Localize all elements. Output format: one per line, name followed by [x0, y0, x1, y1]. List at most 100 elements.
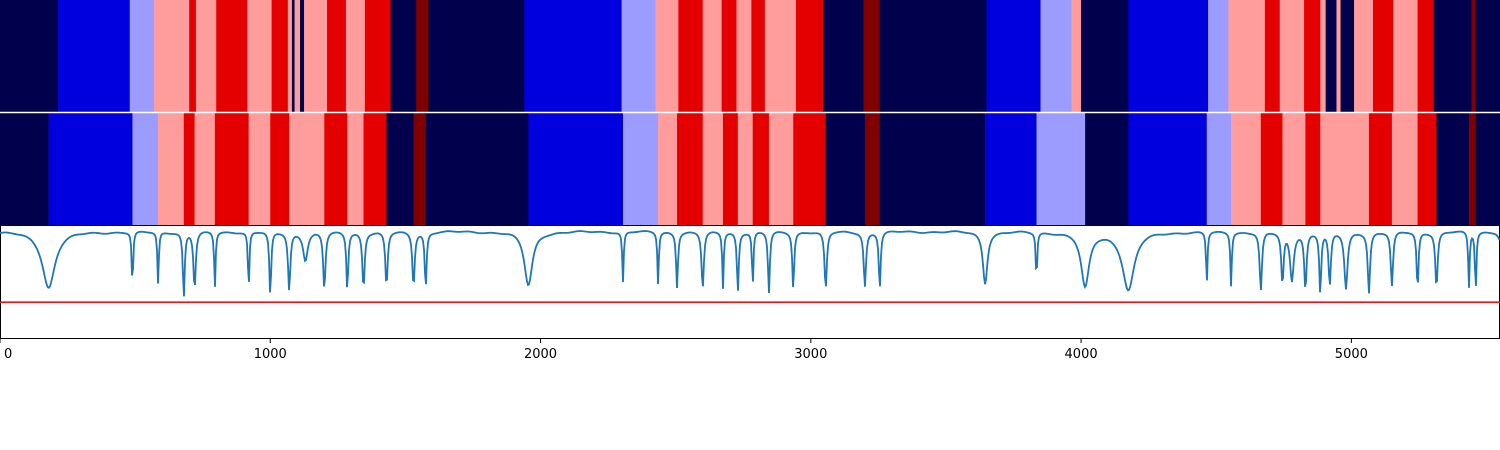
heatmap-cell-r1-33: [1206, 112, 1232, 225]
heatmap-cell-r0-1: [58, 0, 131, 113]
heatmap-cell-r0-31: [863, 0, 881, 113]
heatmap-cell-r1-27: [864, 112, 881, 225]
heatmap-cell-r0-37: [1128, 0, 1209, 113]
heatmap-cell-r1-4: [183, 112, 195, 225]
x-tick-label-4000: 4000: [1065, 347, 1098, 362]
heatmap-cell-r0-9: [287, 0, 293, 113]
heatmap-cell-r0-46: [1340, 0, 1355, 113]
heatmap-cell-r0-22: [655, 0, 679, 113]
heatmap-cell-r1-38: [1320, 112, 1370, 225]
heatmap-cell-r0-34: [1040, 0, 1072, 113]
heatmap-cell-r0-18: [416, 0, 429, 113]
signal-line: [0, 230, 1500, 297]
heatmap-cell-r0-2: [129, 0, 155, 113]
heatmap-cell-r0-17: [390, 0, 417, 113]
heatmap-cell-r0-24: [702, 0, 722, 113]
x-tick-label-5000: 5000: [1335, 347, 1368, 362]
heatmap-cell-r1-14: [413, 112, 426, 225]
heatmap-cell-r1-32: [1128, 112, 1208, 225]
x-tick-label-3000: 3000: [794, 347, 827, 362]
heatmap-cell-r0-38: [1208, 0, 1229, 113]
heatmap-cell-r0-45: [1336, 0, 1341, 113]
heatmap-cell-r1-34: [1231, 112, 1262, 225]
heatmap-cell-r0-33: [986, 0, 1041, 113]
heatmap-cell-r1-25: [793, 112, 826, 225]
heatmap-cell-r0-36: [1081, 0, 1129, 113]
heatmap-cell-r1-24: [768, 112, 794, 225]
heatmap-cell-r0-5: [195, 0, 217, 113]
heatmap-cell-r0-14: [327, 0, 347, 113]
heatmap-cell-r1-9: [289, 112, 325, 225]
heatmap-cell-r1-36: [1282, 112, 1306, 225]
heatmap-cell-r0-30: [822, 0, 864, 113]
heatmap-cell-r0-39: [1228, 0, 1266, 113]
heatmap-cell-r0-0: [0, 0, 59, 113]
heatmap-cell-r1-16: [528, 112, 624, 225]
heatmap-cell-r1-41: [1417, 112, 1437, 225]
heatmap-cell-r0-48: [1372, 0, 1394, 113]
heatmap-cell-r1-1: [48, 112, 133, 225]
heatmap-cell-r1-40: [1391, 112, 1418, 225]
heatmap-cell-r1-11: [347, 112, 364, 225]
heatmap-cell-r1-35: [1260, 112, 1283, 225]
heatmap-cell-r1-29: [985, 112, 1037, 225]
heatmap-cell-r0-8: [271, 0, 289, 113]
heatmap-cell-r1-10: [324, 112, 348, 225]
heatmap-cell-r0-52: [1471, 0, 1476, 113]
heatmap-cell-r1-43: [1468, 112, 1476, 225]
heatmap-cell-r0-27: [751, 0, 766, 113]
heatmap-cell-r1-15: [425, 112, 529, 225]
heatmap-cell-r1-20: [702, 112, 724, 225]
heatmap-cell-r0-49: [1393, 0, 1418, 113]
heatmap-cell-r1-6: [214, 112, 249, 225]
heatmap-row-bottom: [0, 112, 1500, 225]
heatmap-cell-r1-26: [825, 112, 866, 225]
x-tick-label-1000: 1000: [254, 347, 287, 362]
heatmap-cell-r1-8: [270, 112, 290, 225]
heatmap-cell-r0-20: [524, 0, 622, 113]
heatmap-cell-r0-47: [1354, 0, 1374, 113]
heatmap-cell-r1-42: [1436, 112, 1470, 225]
heatmap-cell-r1-7: [248, 112, 271, 225]
heatmap-cell-r1-37: [1305, 112, 1321, 225]
heatmap-cell-r1-2: [132, 112, 159, 225]
heatmap-cell-r0-50: [1417, 0, 1435, 113]
heatmap-cell-r0-26: [736, 0, 752, 113]
heatmap-cell-r0-32: [879, 0, 987, 113]
heatmap-cell-r0-35: [1071, 0, 1082, 113]
heatmap-cell-r0-6: [216, 0, 248, 113]
heatmap-cell-r0-3: [154, 0, 190, 113]
heatmap-cell-r0-13: [304, 0, 328, 113]
heatmap-cell-r0-44: [1325, 0, 1337, 113]
heatmap-cell-r1-30: [1036, 112, 1086, 225]
heatmap-cell-r1-28: [879, 112, 986, 225]
heatmap-cell-r1-5: [194, 112, 216, 225]
heatmap-cell-r0-25: [721, 0, 737, 113]
heatmap-cell-r1-17: [622, 112, 659, 225]
heatmap-cell-r0-21: [621, 0, 656, 113]
heatmap-cell-r0-10: [291, 0, 295, 113]
x-tick-label-0: 0: [4, 347, 12, 362]
heatmap-cell-r1-0: [0, 112, 49, 225]
heatmap-cell-r1-31: [1085, 112, 1129, 225]
heatmap-cell-r1-3: [158, 112, 185, 225]
heatmap-cell-r0-23: [678, 0, 704, 113]
heatmap-cell-r1-44: [1475, 112, 1500, 225]
heatmap-cell-r1-18: [658, 112, 678, 225]
heatmap-cell-r0-4: [189, 0, 197, 113]
heatmap-cell-r0-40: [1264, 0, 1281, 113]
heatmap-cell-r0-28: [764, 0, 797, 113]
heatmap-cell-r0-29: [795, 0, 824, 113]
heatmap-cell-r0-53: [1475, 0, 1500, 113]
heatmap-cell-r1-13: [386, 112, 414, 225]
heatmap-cell-r0-42: [1304, 0, 1321, 113]
heatmap-cell-r0-15: [345, 0, 366, 113]
heatmap-cell-r1-21: [722, 112, 739, 225]
heatmap-cell-r0-51: [1433, 0, 1472, 113]
heatmap-cell-r0-12: [300, 0, 305, 113]
heatmap-row-top: [0, 0, 1500, 113]
x-axis: 0 1000 2000 3000 4000 5000: [0, 338, 1368, 362]
heatmap-cell-r1-22: [737, 112, 754, 225]
heatmap-cell-r0-16: [364, 0, 391, 113]
